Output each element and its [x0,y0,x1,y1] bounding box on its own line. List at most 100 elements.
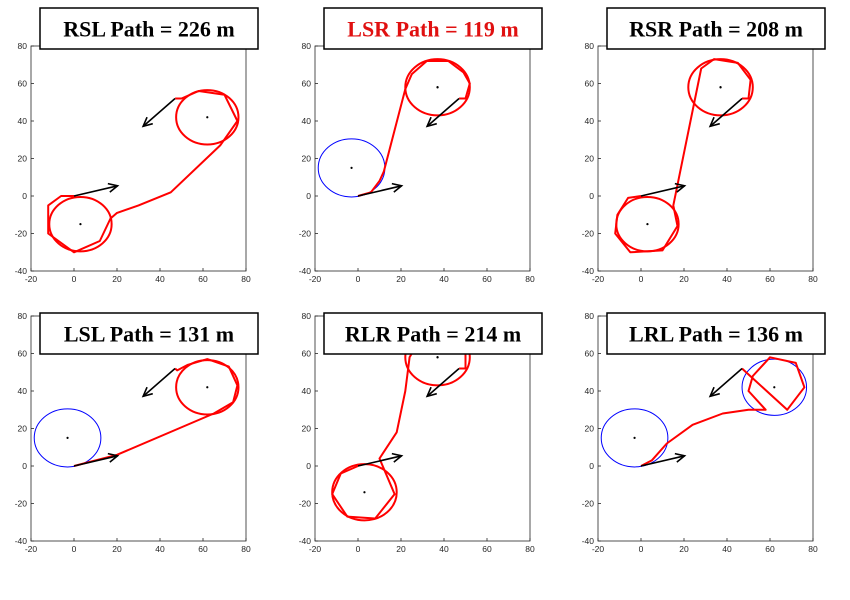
y-tick-label: 0 [22,191,27,201]
panel-title: RLR Path = 214 m [345,322,521,347]
x-tick-label: 20 [679,274,689,284]
arrow-shaft [73,185,118,197]
x-tick-label: 40 [439,274,449,284]
start-heading-arrow [73,452,120,467]
circle-center-dot [363,491,366,494]
path-arc-circle [175,89,240,146]
x-tick-label: -20 [309,544,322,554]
arrow-head [107,182,120,193]
dubins-path [357,60,471,197]
arrow-head [425,386,437,398]
panel-title: RSL Path = 226 m [63,17,234,42]
arrow-shaft [426,97,460,127]
x-tick-label: 0 [72,544,77,554]
x-tick-label: 20 [396,274,406,284]
dubins-path [640,356,806,467]
path-arc-circle [48,195,113,253]
y-tick-label: 40 [302,116,312,126]
x-tick-label: 0 [639,274,644,284]
x-tick-label: 80 [525,274,535,284]
y-tick-label: 0 [306,461,311,471]
arrow-shaft [640,455,685,467]
circle-center-dot [719,86,722,89]
arrow-head [708,386,720,398]
y-tick-label: 80 [585,41,595,51]
dubins-path [614,58,752,254]
arrow-shaft [357,455,402,467]
title-box [606,312,826,355]
start-heading-arrow [640,182,687,197]
goal-heading-arrow [425,367,460,398]
y-tick-label: -40 [15,536,28,546]
axes-box [314,45,531,272]
goal-heading-arrow [708,97,743,128]
x-tick-label: 80 [525,544,535,554]
circle-center-dot [206,116,209,119]
dubins-path [47,90,239,254]
x-tick-label: 80 [241,274,251,284]
y-tick-label: 40 [18,116,28,126]
title-box [323,7,543,50]
x-tick-label: 0 [356,544,361,554]
y-tick-label: -20 [299,229,312,239]
arrow-head [141,116,153,128]
start-heading-arrow [357,182,404,197]
x-tick-label: 40 [722,544,732,554]
circle-center-dot [79,223,82,226]
x-tick-label: -20 [25,544,38,554]
y-tick-label: 20 [302,424,312,434]
y-tick-label: 80 [302,41,312,51]
arrow-shaft [73,455,118,467]
y-tick-label: 0 [306,191,311,201]
y-tick-label: -40 [299,266,312,276]
circle-center-dot [646,223,649,226]
axes-box [597,45,814,272]
x-tick-label: 60 [765,274,775,284]
x-tick-label: 20 [679,544,689,554]
title-box [323,312,543,355]
x-tick-label: 60 [482,544,492,554]
panel-title: LRL Path = 136 m [629,322,803,347]
start-heading-arrow [357,452,404,467]
panel-title: LSL Path = 131 m [64,322,234,347]
arrow-shaft [142,367,176,397]
panel-title: RSR Path = 208 m [629,17,803,42]
y-tick-label: 80 [302,311,312,321]
circle-center-dot [633,436,636,439]
x-tick-label: 0 [639,544,644,554]
panel-title: LSR Path = 119 m [347,17,518,42]
y-tick-label: 60 [585,79,595,89]
y-tick-label: 20 [302,154,312,164]
y-tick-label: 60 [302,349,312,359]
goal-heading-arrow [708,367,743,398]
y-tick-label: -20 [299,499,312,509]
turning-circle [600,408,669,468]
arrow-shaft [357,185,402,197]
arrow-shaft [426,367,460,397]
x-tick-label: 20 [112,274,122,284]
dubins-path [73,358,239,467]
y-tick-label: 40 [18,386,28,396]
y-tick-label: -40 [582,536,595,546]
arrow-head [674,452,687,463]
arrow-shaft [709,367,743,397]
y-tick-label: 80 [18,41,28,51]
y-tick-label: 20 [585,424,595,434]
arrow-shaft [640,185,685,197]
arrow-head [107,452,120,463]
goal-heading-arrow [141,97,176,128]
title-box [39,7,259,50]
y-tick-label: -20 [15,229,28,239]
start-heading-arrow [73,182,120,197]
arrow-head [708,116,720,128]
title-box [606,7,826,50]
x-tick-label: 60 [765,544,775,554]
arrow-head [141,386,153,398]
turning-circle [33,408,102,468]
